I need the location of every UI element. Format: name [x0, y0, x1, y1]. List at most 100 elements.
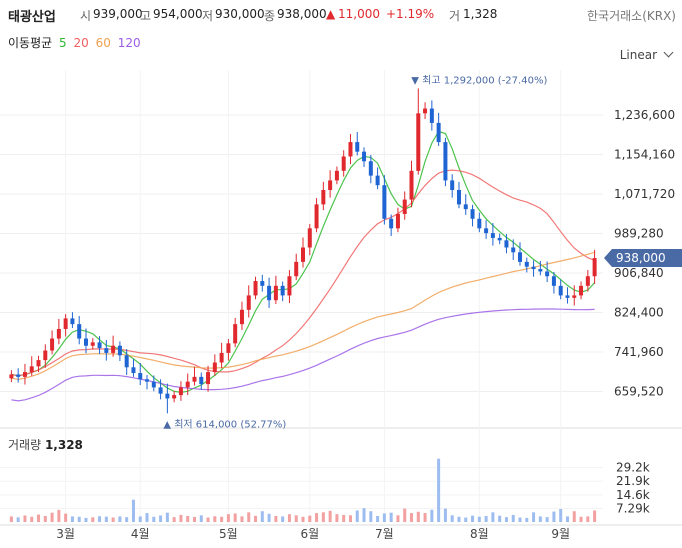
volume-bar	[511, 514, 515, 522]
volume-bar	[50, 512, 54, 522]
candle-body	[29, 366, 34, 373]
candle-body	[16, 374, 21, 377]
volume-bar	[118, 516, 122, 522]
volume-bar	[64, 513, 68, 522]
candle-body	[199, 376, 204, 385]
candle-body	[531, 266, 536, 270]
candle-body	[375, 175, 380, 186]
candle-body	[22, 372, 27, 377]
volume-bar	[518, 517, 522, 522]
candle-body	[470, 209, 475, 219]
candle-body	[592, 258, 597, 277]
low-annotation: ▲ 최저 614,000 (52.77%)	[163, 418, 286, 430]
month-tick-label: 5월	[219, 527, 238, 541]
candle-body	[233, 324, 238, 344]
exchange-name: 한국거래소(KRX)	[587, 9, 676, 23]
candle-body	[56, 328, 61, 339]
candle-body	[450, 180, 455, 190]
month-tick-label: 9월	[551, 527, 570, 541]
high-value: 954,000	[153, 7, 203, 21]
candle-body	[104, 348, 109, 353]
volume-bar	[213, 516, 217, 522]
volume-bar	[274, 516, 278, 522]
volume-bar	[301, 516, 305, 522]
volume-bar	[328, 510, 332, 522]
volume-bar	[226, 514, 230, 522]
volume-bar	[206, 517, 210, 522]
volume-bar	[138, 516, 142, 522]
volume-tick-label: 21.9k	[616, 474, 650, 488]
volume-bar	[572, 511, 576, 522]
candle-body	[545, 271, 550, 277]
moving-average-label: 이동평균	[8, 36, 53, 50]
volume-bar	[430, 509, 434, 522]
volume-bar	[484, 516, 488, 522]
volume-bar	[267, 513, 271, 522]
candle-body	[558, 285, 563, 296]
candle-body	[212, 362, 217, 373]
price-tick-label: 659,520	[614, 384, 664, 398]
candle-body	[362, 151, 367, 162]
volume-bar	[342, 514, 346, 522]
volume-bar	[410, 513, 414, 522]
candle-body	[490, 233, 495, 238]
volume-bar	[23, 515, 27, 522]
candle-body	[402, 199, 407, 214]
volume-bar	[579, 516, 583, 522]
volume-bar	[43, 516, 47, 522]
candle-body	[538, 269, 543, 272]
volume-bar	[260, 511, 264, 522]
candle-body	[9, 374, 14, 379]
candle-body	[456, 190, 461, 205]
candle-body	[90, 342, 95, 346]
candle-body	[138, 373, 143, 380]
volume-bar	[98, 516, 102, 522]
volume-tick-label: 14.6k	[616, 488, 650, 502]
volume-bar	[355, 510, 359, 522]
candle-body	[497, 237, 502, 241]
price-tick-label: 1,071,720	[614, 187, 675, 201]
month-tick-label: 6월	[300, 527, 319, 541]
volume-bar	[131, 499, 135, 522]
volume-bar	[471, 515, 475, 522]
candle-body	[341, 156, 346, 171]
volume-bar	[335, 514, 339, 522]
candle-body	[389, 218, 394, 229]
candle-body	[77, 324, 82, 339]
volume-bar	[104, 516, 108, 522]
volume-bar	[247, 512, 251, 522]
candle-body	[226, 343, 231, 353]
candle-body	[511, 247, 516, 253]
volume-bar	[552, 511, 556, 522]
volume-bar	[70, 516, 74, 522]
volume-bar	[559, 508, 563, 522]
candle-body	[355, 142, 360, 152]
candle-body	[219, 352, 224, 363]
candle-body	[131, 367, 136, 374]
scale-selector[interactable]: Linear	[620, 47, 674, 62]
candle-body	[443, 142, 448, 181]
volume-bar	[165, 512, 169, 522]
volume-bar	[287, 514, 291, 522]
price-tick-label: 824,400	[614, 305, 664, 319]
candle-body	[328, 180, 333, 190]
volume-bar	[382, 513, 386, 522]
candle-body	[253, 281, 258, 296]
candle-body	[97, 342, 102, 349]
ma-line-5	[11, 130, 596, 394]
volume-bar	[491, 512, 495, 522]
open-value: 939,000	[93, 7, 143, 21]
candle-body	[287, 276, 292, 296]
ma-20: 20	[73, 36, 89, 50]
candle-body	[301, 247, 305, 262]
volume-bar	[396, 515, 400, 522]
volume-bar	[9, 516, 13, 522]
volume-bar	[308, 515, 312, 522]
month-tick-label: 3월	[56, 527, 75, 541]
candle-body	[178, 387, 183, 396]
volume-bar	[348, 515, 352, 522]
volume-tick-label: 7.29k	[616, 501, 650, 515]
price-tick-label: 1,154,160	[614, 147, 675, 161]
volume-panel-value: 1,328	[44, 438, 83, 452]
